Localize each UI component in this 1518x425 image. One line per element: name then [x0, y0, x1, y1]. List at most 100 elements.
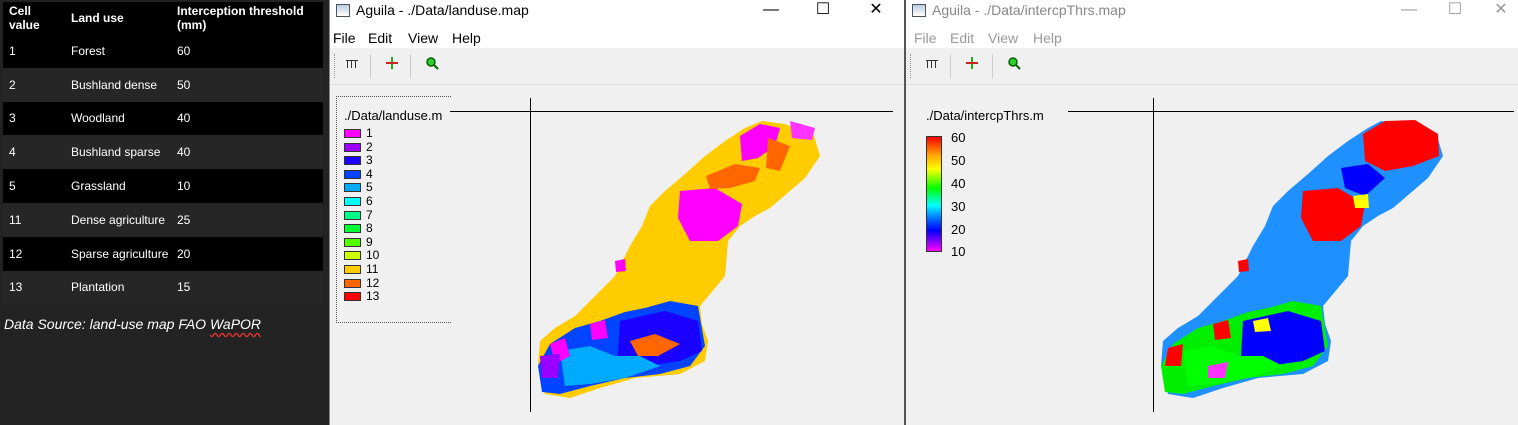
close-button[interactable]: ✕: [869, 1, 883, 18]
close-button[interactable]: ✕: [1494, 1, 1508, 18]
legend-title: ./Data/landuse.m: [344, 108, 443, 123]
colorbar-label: 20: [951, 222, 966, 237]
axis-horizontal: [1068, 111, 1514, 112]
map-canvas[interactable]: ./Data/landuse.m 1 2 3 4 5 6 7 8 9 10 11 12 13: [330, 86, 904, 425]
legend-label: 2: [366, 139, 373, 154]
menu-help[interactable]: Help: [452, 30, 481, 46]
cell-threshold: 20: [171, 236, 323, 271]
cell-land-use: Sparse agriculture: [65, 236, 171, 271]
table-row: 2 Bushland dense 50: [3, 67, 323, 102]
cell-threshold: 25: [171, 202, 323, 237]
app-icon: [336, 4, 350, 17]
menu-bar: File Edit View Help: [906, 22, 1518, 48]
menu-help[interactable]: Help: [1033, 30, 1062, 46]
menu-edit[interactable]: Edit: [368, 30, 393, 46]
legend-swatch: [344, 292, 361, 302]
maximize-button[interactable]: ☐: [1447, 1, 1463, 18]
header-cell-value: Cell value: [3, 2, 65, 34]
legend-label: 12: [366, 275, 380, 290]
legend-swatch: [344, 224, 361, 234]
cell-threshold: 10: [171, 169, 323, 203]
axis-vertical: [1153, 98, 1154, 412]
cell-threshold: 15: [171, 270, 323, 305]
colorbar-label: 40: [951, 176, 966, 191]
aguila-window-intercpthrs[interactable]: Aguila - ./Data/intercpThrs.map — ☐ ✕ Fi…: [904, 0, 1518, 425]
legend-swatch: [344, 197, 361, 206]
data-source-caption: Data Source: land-use map FAO WaPOR: [4, 316, 261, 332]
legend-label: 11: [366, 262, 379, 276]
cell-land-use: Woodland: [65, 101, 171, 136]
title-bar[interactable]: Aguila - ./Data/landuse.map — ☐ ✕: [330, 0, 904, 22]
legend-label: 4: [366, 166, 373, 181]
map-canvas[interactable]: ./Data/intercpThrs.m 60 50 40 30 20 10: [906, 86, 1518, 425]
legend-label: 13: [366, 289, 380, 304]
cell-value: 5: [3, 169, 65, 203]
columns-icon[interactable]: [342, 56, 362, 76]
legend-swatch: [344, 129, 361, 138]
data-source-text: Data Source: land-use map FAO: [4, 316, 210, 332]
crosshair-icon[interactable]: [382, 56, 402, 76]
colorbar-label: 60: [951, 130, 966, 145]
zoom-icon[interactable]: [1004, 56, 1024, 76]
legend-label: 5: [366, 180, 373, 195]
legend-swatch: [344, 251, 361, 261]
cell-threshold: 40: [171, 135, 323, 170]
menu-bar: File Edit View Help: [330, 22, 904, 48]
cell-value: 2: [3, 67, 65, 102]
legend-title: ./Data/intercpThrs.m: [926, 108, 1044, 123]
minimize-button[interactable]: —: [1401, 1, 1417, 18]
table-row: 4 Bushland sparse 40: [3, 135, 323, 170]
menu-edit[interactable]: Edit: [950, 30, 975, 46]
aguila-window-landuse[interactable]: Aguila - ./Data/landuse.map — ☐ ✕ File E…: [329, 0, 904, 425]
legend-swatch: [344, 156, 361, 166]
window-title: Aguila - ./Data/intercpThrs.map: [932, 2, 1126, 18]
cell-threshold: 60: [171, 34, 323, 68]
table-row: 11 Dense agriculture 25: [3, 202, 323, 237]
cell-threshold: 40: [171, 101, 323, 136]
landuse-table-panel: Cell value Land use Interception thresho…: [0, 0, 329, 425]
header-interception-threshold: Interception threshold (mm): [171, 2, 323, 34]
menu-view[interactable]: View: [408, 30, 439, 46]
menu-view[interactable]: View: [988, 30, 1019, 46]
landuse-map-raster: [538, 121, 820, 398]
maximize-button[interactable]: ☐: [815, 1, 831, 18]
toolbar: [906, 48, 1518, 85]
legend-label: 9: [366, 234, 373, 249]
cell-land-use: Forest: [65, 34, 171, 68]
colorbar-label: 10: [951, 244, 966, 259]
toolbar-separator: [992, 54, 993, 78]
legend-swatch: [344, 265, 361, 274]
cell-value: 11: [3, 202, 65, 237]
cell-land-use: Bushland sparse: [65, 135, 171, 170]
legend-swatch: [344, 142, 361, 152]
zoom-icon[interactable]: [422, 56, 442, 76]
landuse-table: Cell value Land use Interception thresho…: [3, 2, 323, 305]
colorbar-label: 50: [951, 153, 966, 168]
toolbar-grip[interactable]: [910, 54, 913, 78]
cell-threshold: 50: [171, 67, 323, 102]
cell-land-use: Plantation: [65, 270, 171, 305]
menu-file[interactable]: File: [914, 30, 937, 46]
cell-value: 13: [3, 270, 65, 305]
legend-swatch: [344, 169, 361, 179]
title-bar[interactable]: Aguila - ./Data/intercpThrs.map — ☐ ✕: [906, 0, 1518, 22]
data-source-wapor: WaPOR: [209, 316, 262, 332]
legend-swatch: [344, 210, 361, 220]
crosshair-icon[interactable]: [962, 56, 982, 76]
legend-label: 6: [366, 194, 373, 208]
toolbar-grip[interactable]: [334, 54, 337, 78]
legend-swatch: [344, 278, 361, 288]
legend-label: 7: [366, 207, 373, 222]
legend-label: 10: [366, 248, 380, 263]
table-row: 3 Woodland 40: [3, 101, 323, 136]
table-row: 5 Grassland 10: [3, 169, 323, 203]
table-header-row: Cell value Land use Interception thresho…: [3, 2, 323, 34]
menu-file[interactable]: File: [333, 30, 356, 46]
cell-land-use: Dense agriculture: [65, 202, 171, 237]
toolbar-separator: [950, 54, 951, 78]
table-row: 1 Forest 60: [3, 34, 323, 68]
minimize-button[interactable]: —: [763, 1, 779, 18]
columns-icon[interactable]: [922, 56, 942, 76]
window-title: Aguila - ./Data/landuse.map: [356, 2, 529, 18]
legend-label: 8: [366, 221, 373, 236]
